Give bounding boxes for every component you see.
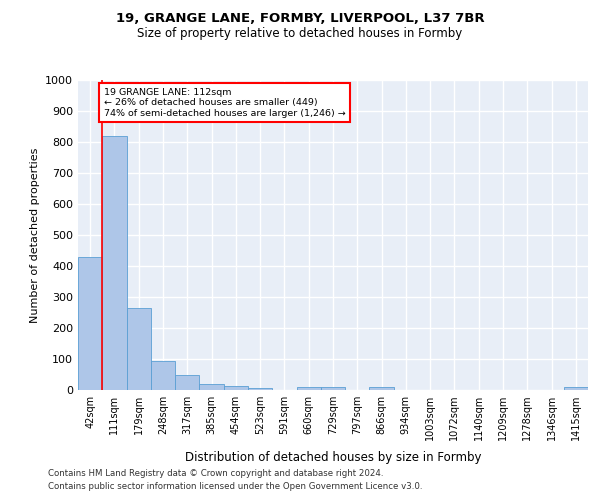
Bar — [127, 308, 151, 390]
Bar — [370, 387, 394, 390]
Bar — [296, 387, 321, 390]
X-axis label: Distribution of detached houses by size in Formby: Distribution of detached houses by size … — [185, 452, 481, 464]
Bar — [564, 387, 588, 390]
Text: Contains HM Land Registry data © Crown copyright and database right 2024.: Contains HM Land Registry data © Crown c… — [48, 468, 383, 477]
Y-axis label: Number of detached properties: Number of detached properties — [29, 148, 40, 322]
Bar — [224, 386, 248, 390]
Bar — [151, 361, 175, 390]
Bar — [248, 388, 272, 390]
Text: 19, GRANGE LANE, FORMBY, LIVERPOOL, L37 7BR: 19, GRANGE LANE, FORMBY, LIVERPOOL, L37 … — [116, 12, 484, 26]
Bar — [321, 387, 345, 390]
Bar — [102, 136, 127, 390]
Bar — [175, 375, 199, 390]
Bar — [78, 256, 102, 390]
Text: 19 GRANGE LANE: 112sqm
← 26% of detached houses are smaller (449)
74% of semi-de: 19 GRANGE LANE: 112sqm ← 26% of detached… — [104, 88, 345, 118]
Text: Contains public sector information licensed under the Open Government Licence v3: Contains public sector information licen… — [48, 482, 422, 491]
Text: Size of property relative to detached houses in Formby: Size of property relative to detached ho… — [137, 28, 463, 40]
Bar — [199, 384, 224, 390]
